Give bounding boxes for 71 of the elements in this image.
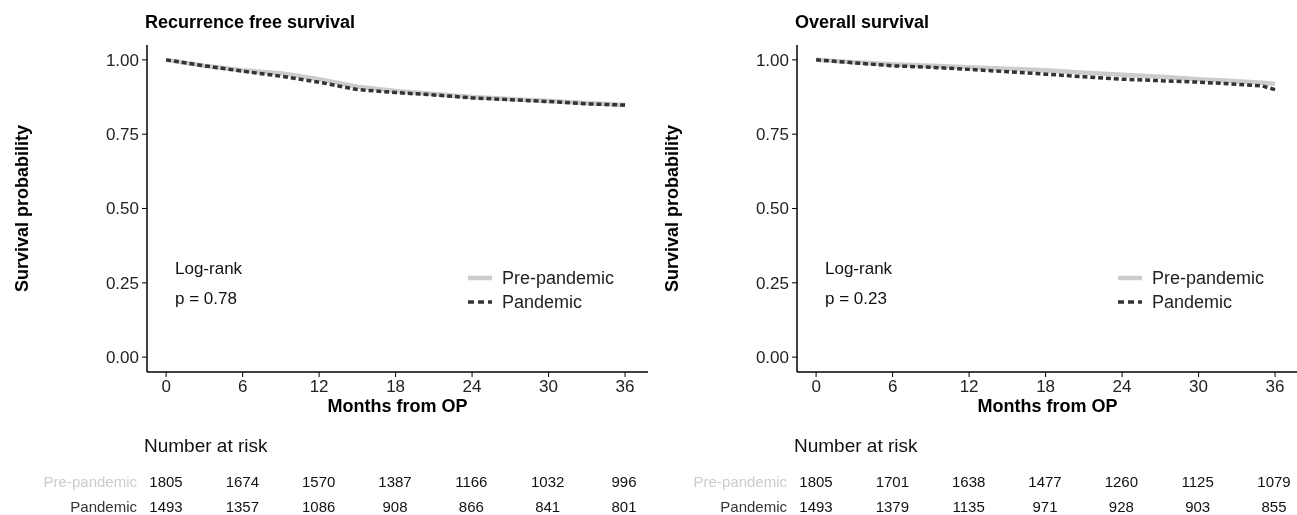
x-tick-label: 36 xyxy=(1265,377,1285,396)
y-tick-label: 0.00 xyxy=(755,348,789,368)
x-axis-title: Months from OP xyxy=(977,396,1118,416)
x-axis-title: Months from OP xyxy=(327,396,468,416)
text: 1086 xyxy=(301,498,336,515)
y-tick-label: 0.50 xyxy=(755,199,789,219)
text: 1379 xyxy=(875,498,910,515)
x-tick-label: 6 xyxy=(237,377,248,396)
text: 908 xyxy=(382,498,408,515)
annotation: Log-rank xyxy=(825,259,893,278)
text: 928 xyxy=(1108,498,1134,515)
legend-label: Pre-pandemic xyxy=(502,268,615,289)
y-tick-label: 0.00 xyxy=(105,348,139,368)
text: 1032 xyxy=(530,473,565,491)
x-tick-label: 0 xyxy=(161,377,171,396)
annotation: p = 0.78 xyxy=(175,289,237,308)
y-tick-label: 0.75 xyxy=(105,125,139,145)
y-tick-label: 0.50 xyxy=(105,199,139,219)
text: 841 xyxy=(535,498,561,515)
y-tick-label: 0.25 xyxy=(105,273,139,293)
x-tick-label: 24 xyxy=(1112,377,1132,396)
x-tick-label: 18 xyxy=(386,377,406,396)
legend-label: Pre-pandemic xyxy=(1152,268,1265,289)
text: 1701 xyxy=(875,473,910,491)
x-tick-label: 36 xyxy=(615,377,635,396)
text: 1387 xyxy=(378,473,412,491)
chart-title: Overall survival xyxy=(795,12,930,32)
text: 1570 xyxy=(301,473,336,491)
legend-label: Pandemic xyxy=(502,292,583,313)
x-tick-label: 30 xyxy=(1189,377,1209,396)
line-series xyxy=(814,58,1277,92)
text: 971 xyxy=(1032,498,1058,515)
text: 1079 xyxy=(1257,473,1291,491)
x-tick-label: 12 xyxy=(959,377,979,396)
text: 801 xyxy=(611,498,637,515)
text: 1125 xyxy=(1181,473,1214,491)
text: Number at risk xyxy=(794,435,919,456)
x-tick-label: 18 xyxy=(1036,377,1056,396)
text: 1493 xyxy=(799,498,833,515)
text: 866 xyxy=(458,498,484,515)
text: Number at risk xyxy=(144,435,269,456)
text: 1638 xyxy=(951,473,986,491)
text: Pandemic xyxy=(720,498,788,515)
text: 1357 xyxy=(225,498,260,515)
text: 903 xyxy=(1185,498,1211,515)
x-tick-label: 24 xyxy=(462,377,482,396)
y-axis-title: Survival probability xyxy=(12,124,32,293)
legend-label: Pandemic xyxy=(1152,292,1233,313)
y-tick-label: 0.75 xyxy=(755,125,789,145)
text: 855 xyxy=(1261,498,1287,515)
text: 1805 xyxy=(149,473,183,491)
text: 1805 xyxy=(799,473,833,491)
y-tick-label: 1.00 xyxy=(755,50,789,70)
x-tick-label: 6 xyxy=(887,377,898,396)
text: 1674 xyxy=(225,473,260,491)
y-tick-label: 0.25 xyxy=(755,273,789,293)
annotation: Log-rank xyxy=(175,259,243,278)
text: 1477 xyxy=(1028,473,1062,491)
annotation: p = 0.23 xyxy=(825,289,887,308)
x-tick-label: 30 xyxy=(539,377,559,396)
text: 1493 xyxy=(149,498,183,515)
chart-title: Recurrence free survival xyxy=(145,12,356,32)
y-axis-title: Survival probability xyxy=(662,124,682,293)
text: 1260 xyxy=(1104,473,1139,491)
text: 1135 xyxy=(952,498,985,515)
y-tick-label: 1.00 xyxy=(105,50,139,70)
x-tick-label: 12 xyxy=(309,377,329,396)
x-tick-label: 0 xyxy=(811,377,821,396)
text: 996 xyxy=(611,473,637,491)
text: 1166 xyxy=(455,473,488,491)
text: Pandemic xyxy=(70,498,138,515)
